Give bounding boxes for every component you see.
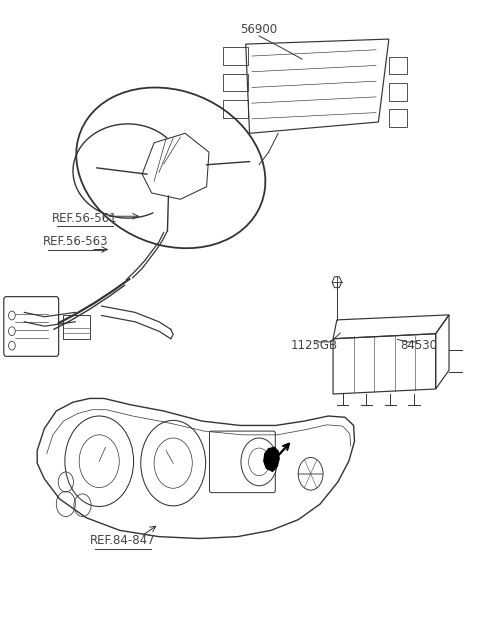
Bar <box>389 57 407 74</box>
Bar <box>223 47 248 65</box>
Text: REF.84-847: REF.84-847 <box>90 534 156 547</box>
Bar <box>63 316 90 339</box>
Text: REF.56-563: REF.56-563 <box>43 235 108 248</box>
Bar <box>389 83 407 101</box>
Text: REF.56-561: REF.56-561 <box>52 211 118 225</box>
Text: 84530: 84530 <box>400 339 437 352</box>
Text: 1125GB: 1125GB <box>290 339 337 352</box>
Bar <box>389 109 407 127</box>
Bar <box>223 74 248 91</box>
Bar <box>223 100 248 117</box>
Text: 56900: 56900 <box>240 23 277 36</box>
Polygon shape <box>264 447 279 471</box>
